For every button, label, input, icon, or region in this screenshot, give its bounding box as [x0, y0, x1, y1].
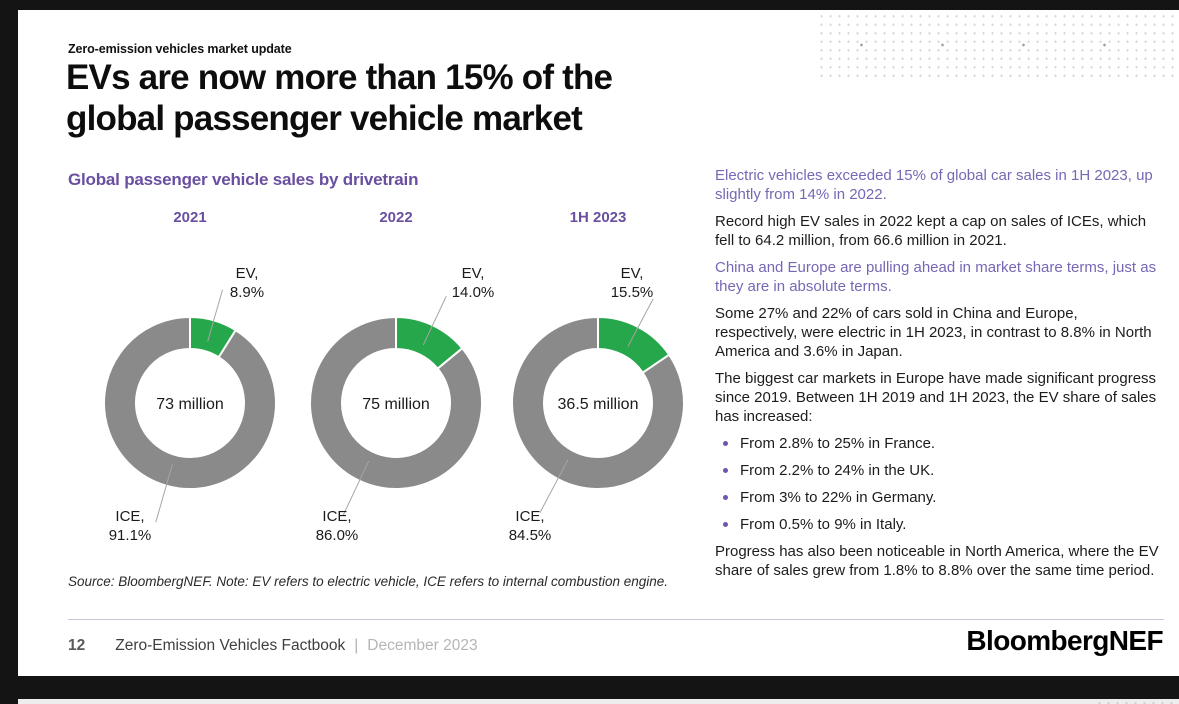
bullet-dot-icon	[723, 495, 728, 500]
ice-slice	[309, 315, 483, 490]
ev-slice	[189, 315, 237, 359]
ev-slice	[597, 315, 671, 375]
ice-slice-label: ICE,	[115, 508, 144, 525]
ev-slice-value: 14.0%	[452, 284, 495, 301]
ice-slice-label: ICE,	[515, 508, 544, 525]
next-page-dot-pattern	[1095, 699, 1179, 704]
donut-chart-2021: EV, 8.9% ICE, 91.1% 73 million	[103, 265, 277, 544]
ice-slice-label: ICE,	[322, 508, 351, 525]
bullet-item: From 3% to 22% in Germany.	[715, 488, 1162, 507]
donut-chart-2022: EV, 14.0% ICE, 86.0% 75 million	[309, 265, 495, 544]
ev-leader-line	[627, 298, 654, 347]
eyebrow-text: Zero-emission vehicles market update	[68, 42, 292, 56]
ice-leader-line	[155, 464, 173, 523]
ice-slice-value: 86.0%	[316, 527, 359, 544]
page-title-line2: global passenger vehicle market	[66, 99, 583, 138]
commentary-paragraph: Some 27% and 22% of cars sold in China a…	[715, 305, 1152, 360]
bullet-dot-icon	[723, 468, 728, 473]
ev-slice-label: EV,	[236, 265, 259, 282]
source-note: Source: BloombergNEF. Note: EV refers to…	[68, 574, 669, 589]
commentary-paragraph: China and Europe are pulling ahead in ma…	[715, 259, 1157, 295]
bullet-dot-icon	[723, 522, 728, 527]
commentary-column: Electric vehicles exceeded 15% of global…	[715, 166, 1162, 588]
ev-leader-line	[422, 296, 447, 346]
donut-center-total: 75 million	[362, 396, 430, 413]
document-title: Zero-Emission Vehicles Factbook	[115, 637, 346, 654]
ev-slice-value: 15.5%	[611, 284, 654, 301]
commentary-paragraph: The biggest car markets in Europe have m…	[715, 370, 1157, 425]
ice-slice	[103, 315, 277, 490]
donut-center-total: 73 million	[156, 396, 224, 413]
page-title: EVs are now more than 15% of the global …	[66, 57, 613, 139]
donut-chart-1h-2023: EV, 15.5% ICE, 84.5% 36.5 million	[509, 265, 685, 544]
ev-leader-line	[207, 289, 224, 342]
ev-slice-label: EV,	[621, 265, 644, 282]
ice-slice	[511, 315, 685, 490]
next-page-edge	[18, 699, 1179, 704]
page-number: 12	[68, 637, 86, 654]
bullet-item: From 2.2% to 24% in the UK.	[715, 461, 1162, 480]
ev-slice-value: 8.9%	[230, 284, 264, 301]
chart-title: Global passenger vehicle sales by drivet…	[68, 170, 419, 189]
bullet-item: From 0.5% to 9% in Italy.	[715, 515, 1162, 534]
footer-separator: |	[354, 637, 359, 654]
page-title-line1: EVs are now more than 15% of the	[66, 58, 613, 97]
chart-period-label: 1H 2023	[569, 209, 627, 226]
donut-charts-area: 2021 EV, 8.9% ICE, 91.1% 73 million 2022 EV, 14.…	[18, 10, 1179, 676]
bullet-item: From 2.8% to 25% in France.	[715, 434, 1162, 453]
footer-date: December 2023	[367, 637, 478, 654]
donut-center-total: 36.5 million	[558, 396, 639, 413]
report-page: Zero-emission vehicles market update EVs…	[18, 10, 1179, 676]
commentary-paragraph: Record high EV sales in 2022 kept a cap …	[715, 213, 1147, 249]
footer-divider	[68, 619, 1164, 620]
bullet-dot-icon	[723, 441, 728, 446]
ice-slice-value: 91.1%	[109, 527, 152, 544]
footer: 12 Zero-Emission Vehicles Factbook | Dec…	[68, 637, 478, 655]
commentary-paragraph: Progress has also been noticeable in Nor…	[715, 543, 1159, 579]
ice-leader-line	[539, 459, 569, 513]
bloombergnef-logo: BloombergNEF	[966, 625, 1163, 656]
chart-period-label: 2021	[173, 209, 207, 226]
ice-leader-line	[342, 460, 370, 516]
ice-slice-value: 84.5%	[509, 527, 552, 544]
dot-pattern-decoration	[817, 12, 1179, 78]
commentary-paragraph: Electric vehicles exceeded 15% of global…	[715, 167, 1153, 203]
ev-slice	[395, 315, 464, 370]
chart-period-label: 2022	[379, 209, 413, 226]
ev-slice-label: EV,	[462, 265, 485, 282]
